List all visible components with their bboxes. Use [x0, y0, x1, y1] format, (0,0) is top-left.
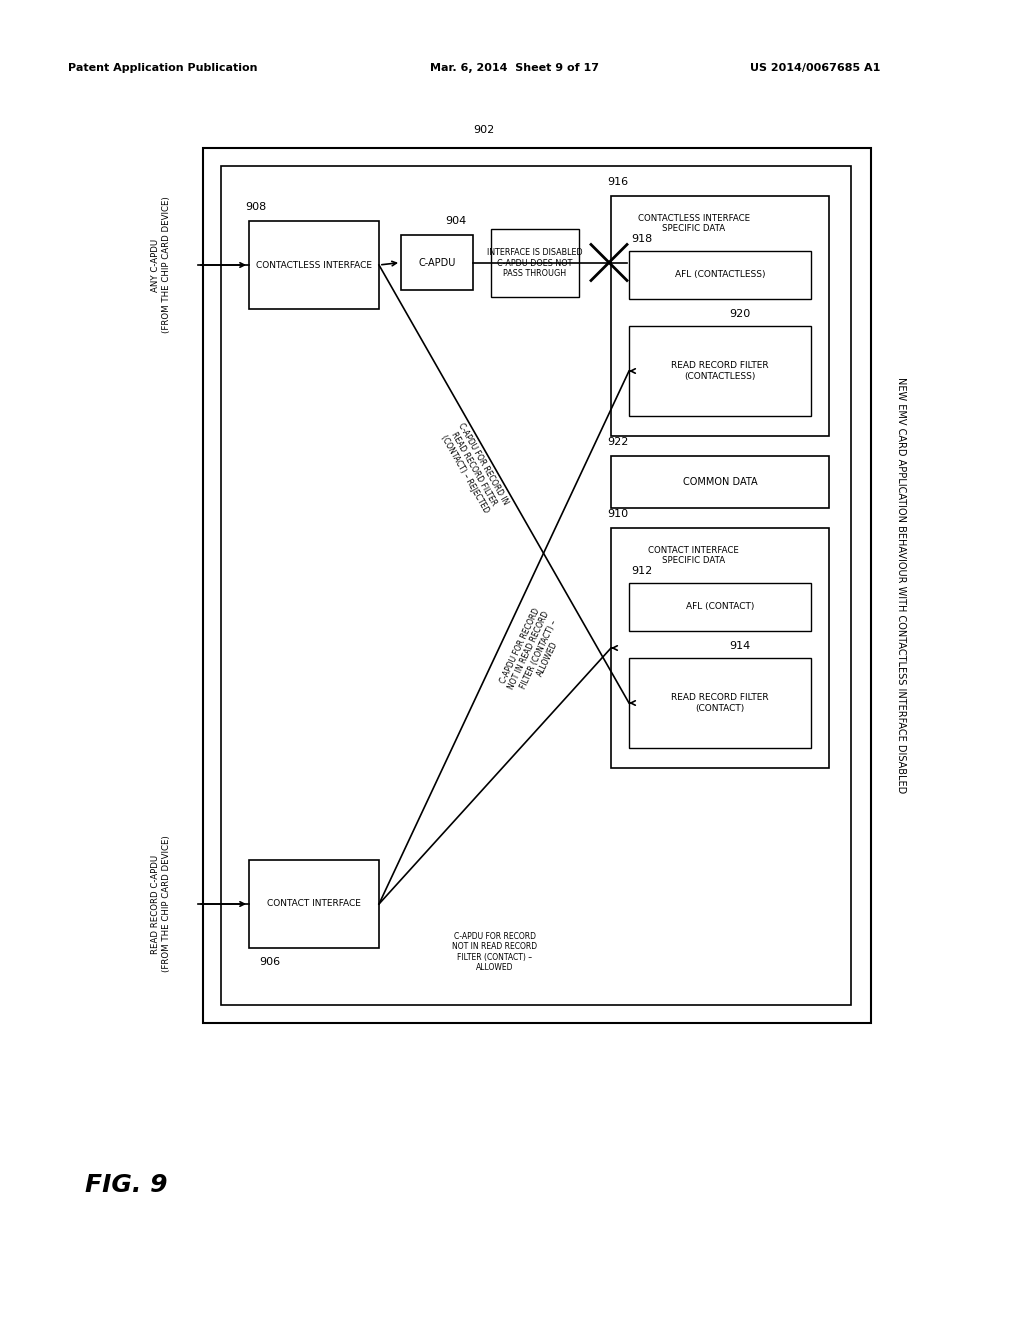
Text: READ RECORD FILTER
(CONTACT): READ RECORD FILTER (CONTACT) [671, 693, 769, 713]
Text: READ RECORD C-APDU
(FROM THE CHIP CARD DEVICE): READ RECORD C-APDU (FROM THE CHIP CARD D… [152, 836, 171, 973]
Text: AFL (CONTACTLESS): AFL (CONTACTLESS) [675, 271, 765, 280]
Bar [629, 657, 811, 748]
Text: C-APDU FOR RECORD
NOT IN READ RECORD
FILTER (CONTACT) –
ALLOWED: C-APDU FOR RECORD NOT IN READ RECORD FIL… [453, 932, 538, 973]
Text: 916: 916 [607, 177, 628, 187]
Text: 920: 920 [729, 309, 751, 319]
Text: COMMON DATA: COMMON DATA [683, 477, 758, 487]
Text: 910: 910 [607, 510, 628, 519]
Text: US 2014/0067685 A1: US 2014/0067685 A1 [750, 63, 881, 73]
Bar [490, 228, 579, 297]
Bar [629, 326, 811, 416]
Bar [401, 235, 473, 290]
Text: Mar. 6, 2014  Sheet 9 of 17: Mar. 6, 2014 Sheet 9 of 17 [430, 63, 599, 73]
Text: AFL (CONTACT): AFL (CONTACT) [686, 602, 755, 611]
Text: C-APDU: C-APDU [419, 257, 456, 268]
Text: CONTACTLESS INTERFACE
SPECIFIC DATA: CONTACTLESS INTERFACE SPECIFIC DATA [638, 214, 750, 234]
Text: FIG. 9: FIG. 9 [85, 1173, 168, 1197]
Text: 922: 922 [607, 437, 629, 447]
Text: READ RECORD FILTER
(CONTACTLESS): READ RECORD FILTER (CONTACTLESS) [671, 362, 769, 380]
Text: 912: 912 [631, 566, 652, 576]
Text: C-APDU FOR RECORD
NOT IN READ RECORD
FILTER (CONTACT) –
ALLOWED: C-APDU FOR RECORD NOT IN READ RECORD FIL… [498, 606, 570, 700]
Text: 914: 914 [729, 642, 751, 651]
Text: CONTACT INTERFACE
SPECIFIC DATA: CONTACT INTERFACE SPECIFIC DATA [648, 546, 739, 565]
Bar [249, 220, 379, 309]
Bar [221, 166, 851, 1005]
Bar [611, 455, 829, 508]
Text: Patent Application Publication: Patent Application Publication [68, 63, 257, 73]
Bar [629, 251, 811, 300]
Text: CONTACT INTERFACE: CONTACT INTERFACE [267, 899, 360, 908]
Text: INTERFACE IS DISABLED
C-APDU DOES NOT
PASS THROUGH: INTERFACE IS DISABLED C-APDU DOES NOT PA… [487, 248, 583, 279]
Text: 904: 904 [445, 216, 466, 226]
Text: 908: 908 [245, 202, 266, 213]
Text: 906: 906 [259, 957, 281, 968]
Text: C-APDU FOR RECORD IN
READ RECORD FILTER
(CONTACT) – REJECTED: C-APDU FOR RECORD IN READ RECORD FILTER … [438, 421, 510, 516]
Text: ANY C-APDU
(FROM THE CHIP CARD DEVICE): ANY C-APDU (FROM THE CHIP CARD DEVICE) [152, 197, 171, 334]
Bar [611, 528, 829, 768]
Bar [203, 148, 871, 1023]
Text: 902: 902 [473, 125, 495, 135]
Text: NEW EMV CARD APPLICATION BEHAVIOUR WITH CONTACTLESS INTERFACE DISABLED: NEW EMV CARD APPLICATION BEHAVIOUR WITH … [896, 378, 906, 793]
Text: 918: 918 [631, 234, 652, 244]
Bar [611, 195, 829, 436]
Text: CONTACTLESS INTERFACE: CONTACTLESS INTERFACE [256, 260, 372, 269]
Bar [629, 583, 811, 631]
Bar [249, 861, 379, 948]
